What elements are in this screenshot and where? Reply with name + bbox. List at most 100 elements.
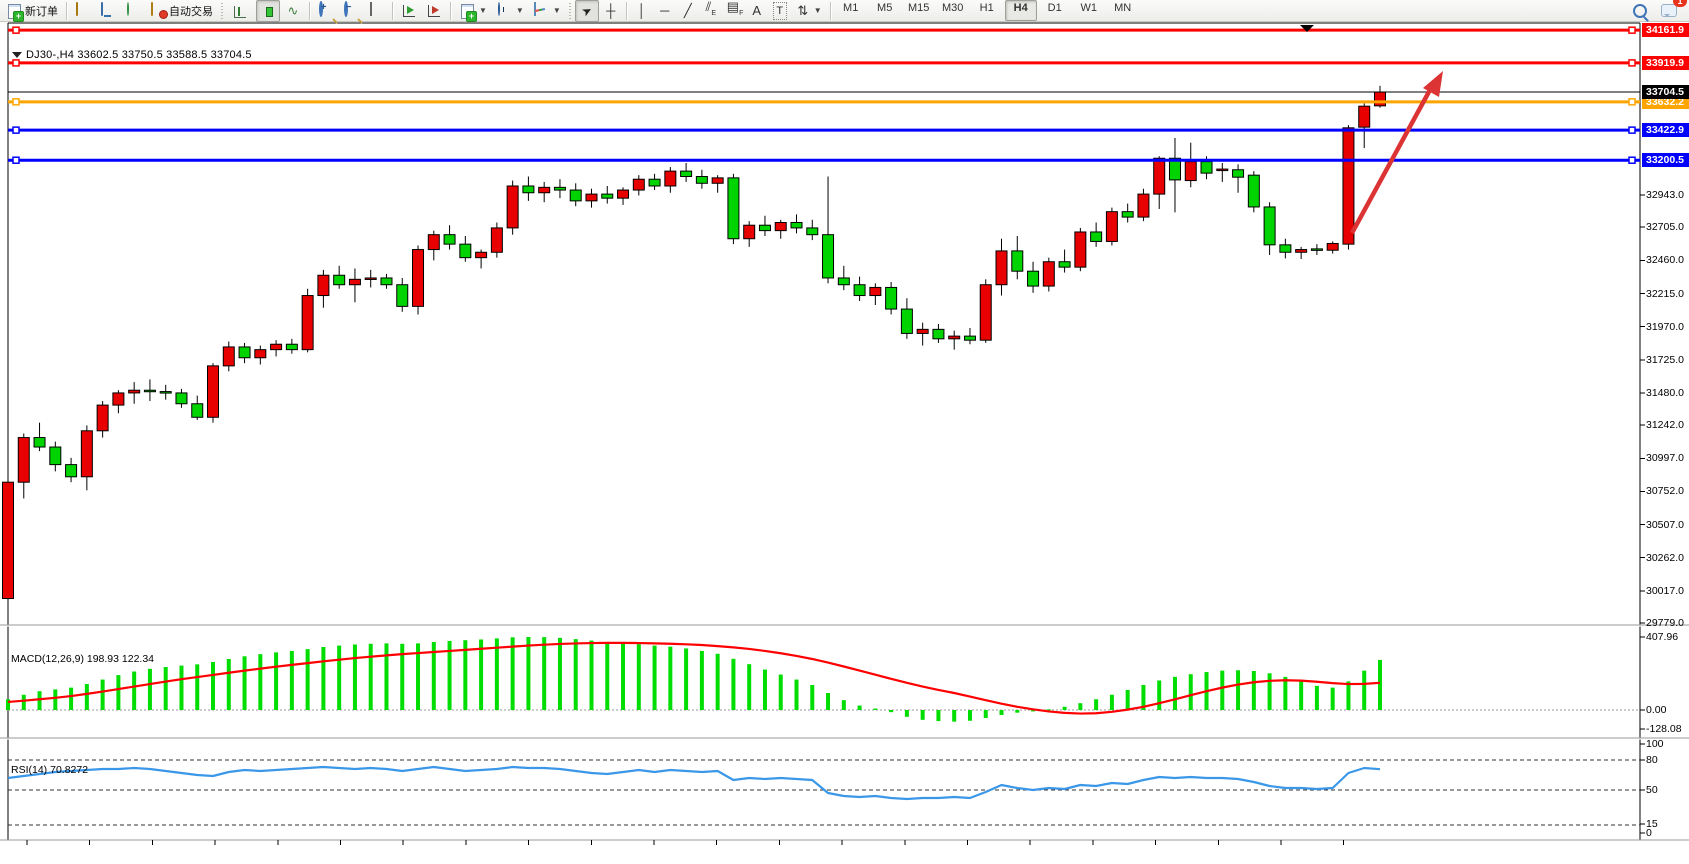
one-click-dropdown-icon[interactable]: [12, 52, 22, 63]
line-anchor-handle[interactable]: [12, 126, 20, 134]
timeframe-button-m15[interactable]: M15: [907, 2, 930, 14]
macd-histogram-bar: [684, 648, 689, 710]
tile-windows-icon: [370, 1, 372, 16]
chart-shift-marker[interactable]: [1300, 25, 1314, 32]
bull-candle: [979, 284, 992, 341]
macd-histogram-bar: [289, 650, 294, 710]
candlestick-chart-button[interactable]: [256, 0, 280, 22]
notifications-button[interactable]: 1: [1657, 0, 1687, 22]
bear-candle: [238, 346, 251, 359]
terminal-button[interactable]: [96, 0, 120, 22]
macd-axis-label: 0.00: [1646, 704, 1667, 716]
auto-trading-button[interactable]: 自动交易: [146, 0, 217, 22]
fibonacci-button[interactable]: ▤: [723, 0, 745, 22]
equidistant-channel-button[interactable]: ⫽: [700, 0, 722, 22]
toolbar-separator: [829, 1, 831, 20]
arrows-button[interactable]: ⇅ ▼: [792, 0, 826, 22]
templates-button[interactable]: ▼: [529, 0, 565, 22]
tile-windows-button[interactable]: [364, 0, 388, 22]
bear-candle: [758, 224, 771, 232]
bear-candle: [396, 284, 409, 307]
timeframe-button-m30[interactable]: M30: [941, 2, 964, 14]
macd-histogram-bar: [1172, 676, 1177, 710]
bear-candle: [49, 446, 62, 466]
trend-arrow-line[interactable]: [1350, 86, 1433, 235]
macd-histogram-bar: [1236, 670, 1241, 710]
macd-histogram-bar: [636, 644, 641, 710]
chart-shift-button[interactable]: [422, 0, 446, 22]
macd-histogram-bar: [1031, 710, 1036, 712]
line-anchor-handle[interactable]: [12, 26, 20, 34]
bear-candle: [1090, 231, 1103, 242]
timeframe-button-h1[interactable]: H1: [979, 2, 994, 14]
line-anchor-handle[interactable]: [12, 59, 20, 67]
line-anchor-handle[interactable]: [1628, 126, 1636, 134]
bear-candle: [837, 277, 850, 286]
line-anchor-handle[interactable]: [12, 98, 20, 106]
bear-candle: [33, 437, 46, 448]
timeframe-button-m5[interactable]: M5: [877, 2, 893, 14]
price-axis-label: 32943.0: [1646, 189, 1684, 202]
rsi-axis-label: 0: [1646, 827, 1652, 839]
signals-button[interactable]: [121, 0, 145, 22]
line-anchor-handle[interactable]: [1628, 26, 1636, 34]
zoom-out-icon: −: [344, 0, 351, 17]
chart-canvas[interactable]: [0, 22, 1689, 864]
toolbar-separator: [392, 1, 393, 20]
horizontal-line-button[interactable]: ─: [654, 0, 676, 22]
line-anchor-handle[interactable]: [12, 156, 20, 164]
line-anchor-handle[interactable]: [1628, 59, 1636, 67]
candlestick-chart-icon: [260, 3, 276, 19]
vertical-line-button[interactable]: │: [631, 0, 653, 22]
notification-badge: 1: [1673, 0, 1687, 7]
chat-icon: [1661, 4, 1677, 17]
bear-candle: [822, 234, 835, 279]
new-order-button[interactable]: 新订单: [2, 0, 62, 22]
line-price-badge: 33919.9: [1642, 55, 1689, 70]
search-button[interactable]: [1629, 0, 1651, 22]
bull-candle: [538, 186, 551, 194]
macd-histogram-bar: [494, 638, 499, 710]
line-anchor-handle[interactable]: [1628, 156, 1636, 164]
macd-histogram-bar: [384, 643, 389, 710]
toolbar-drag-handle[interactable]: [567, 2, 572, 19]
text-label-button[interactable]: T: [769, 0, 791, 22]
timeframe-button-m1[interactable]: M1: [843, 2, 859, 14]
macd-histogram-bar: [810, 684, 815, 710]
cursor-button[interactable]: ➤: [574, 0, 599, 22]
bull-candle: [1326, 242, 1339, 251]
timeframe-button-w1[interactable]: W1: [1080, 2, 1097, 14]
macd-histogram-bar: [983, 710, 988, 719]
crosshair-button[interactable]: ┼: [600, 0, 622, 22]
toolbar-drag-handle[interactable]: [220, 2, 224, 19]
bull-candle: [112, 392, 125, 406]
line-anchor-handle[interactable]: [1628, 98, 1636, 106]
trend-arrow-head[interactable]: [1423, 71, 1443, 97]
timeframe-button-mn[interactable]: MN: [1114, 2, 1132, 14]
macd-indicator-label: MACD(12,26,9) 198.93 122.34: [11, 653, 155, 665]
macd-histogram-bar: [1157, 680, 1162, 710]
trendline-button[interactable]: ╱: [677, 0, 699, 22]
chart-shift-icon: [426, 3, 442, 19]
timeframe-button-d1[interactable]: D1: [1047, 2, 1062, 14]
auto-scroll-button[interactable]: [397, 0, 421, 22]
timeframe-button-h4[interactable]: H4: [1004, 0, 1037, 21]
timeframe-group: M1 M5 M15 M30 H1 H4 D1 W1 MN: [835, 0, 1139, 21]
macd-histogram-bar: [37, 691, 42, 710]
periods-button[interactable]: ▼: [492, 0, 528, 22]
indicators-button[interactable]: ▼: [455, 0, 491, 22]
text-icon: A: [752, 2, 762, 18]
text-button[interactable]: A: [746, 0, 768, 22]
bear-candle: [159, 391, 172, 394]
zoom-out-button[interactable]: −: [339, 0, 363, 22]
chart-window[interactable]: DJ30-,H4 33602.5 33750.5 33588.5 33704.5…: [0, 22, 1689, 864]
bar-chart-button[interactable]: [227, 0, 255, 22]
macd-histogram-bar: [211, 662, 216, 710]
bear-candle: [900, 308, 913, 334]
macd-histogram-bar: [889, 710, 894, 713]
line-price-badge: 34161.9: [1642, 23, 1689, 38]
price-axis-label: 31970.0: [1646, 320, 1684, 333]
zoom-in-button[interactable]: +: [314, 0, 338, 22]
market-watch-button[interactable]: [71, 0, 95, 22]
line-chart-button[interactable]: ∿: [281, 0, 305, 22]
